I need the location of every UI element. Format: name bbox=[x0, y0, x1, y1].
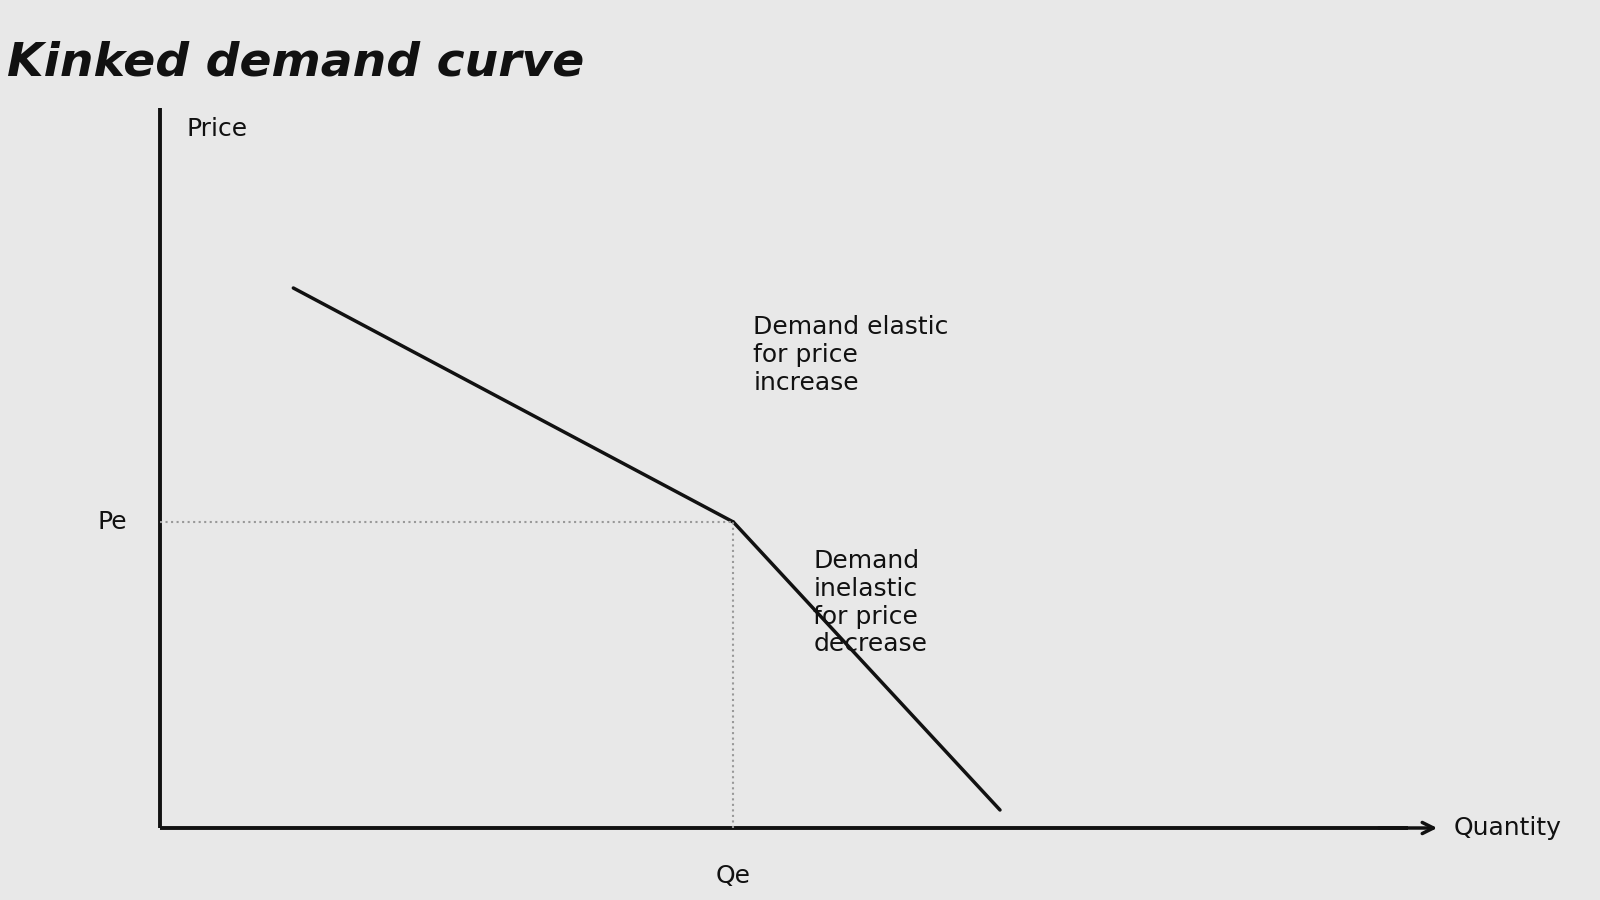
Text: Kinked demand curve: Kinked demand curve bbox=[8, 40, 584, 86]
Text: Demand
inelastic
for price
decrease: Demand inelastic for price decrease bbox=[813, 549, 928, 656]
Text: Price: Price bbox=[187, 117, 248, 141]
Text: Qe: Qe bbox=[715, 864, 750, 888]
Text: Demand elastic
for price
increase: Demand elastic for price increase bbox=[754, 315, 949, 394]
Text: Pe: Pe bbox=[98, 510, 126, 534]
Text: Quantity: Quantity bbox=[1453, 816, 1562, 840]
